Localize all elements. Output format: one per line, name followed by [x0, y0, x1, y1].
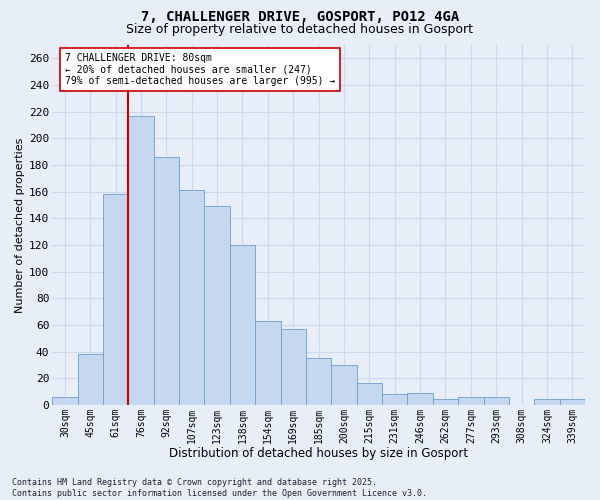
Bar — [306, 358, 331, 405]
Text: Size of property relative to detached houses in Gosport: Size of property relative to detached ho… — [127, 22, 473, 36]
Bar — [433, 400, 458, 405]
Bar — [484, 397, 509, 405]
Bar — [154, 157, 179, 405]
Bar — [205, 206, 230, 405]
X-axis label: Distribution of detached houses by size in Gosport: Distribution of detached houses by size … — [169, 447, 468, 460]
Text: 7 CHALLENGER DRIVE: 80sqm
← 20% of detached houses are smaller (247)
79% of semi: 7 CHALLENGER DRIVE: 80sqm ← 20% of detac… — [65, 53, 335, 86]
Bar — [560, 400, 585, 405]
Bar — [255, 321, 281, 405]
Bar — [128, 116, 154, 405]
Text: 7, CHALLENGER DRIVE, GOSPORT, PO12 4GA: 7, CHALLENGER DRIVE, GOSPORT, PO12 4GA — [141, 10, 459, 24]
Text: Contains HM Land Registry data © Crown copyright and database right 2025.
Contai: Contains HM Land Registry data © Crown c… — [12, 478, 427, 498]
Bar — [230, 245, 255, 405]
Bar — [77, 354, 103, 405]
Bar — [52, 397, 77, 405]
Bar — [331, 365, 356, 405]
Bar — [281, 329, 306, 405]
Bar — [382, 394, 407, 405]
Bar — [534, 400, 560, 405]
Bar — [458, 397, 484, 405]
Y-axis label: Number of detached properties: Number of detached properties — [15, 137, 25, 312]
Bar — [103, 194, 128, 405]
Bar — [356, 384, 382, 405]
Bar — [179, 190, 205, 405]
Bar — [407, 393, 433, 405]
